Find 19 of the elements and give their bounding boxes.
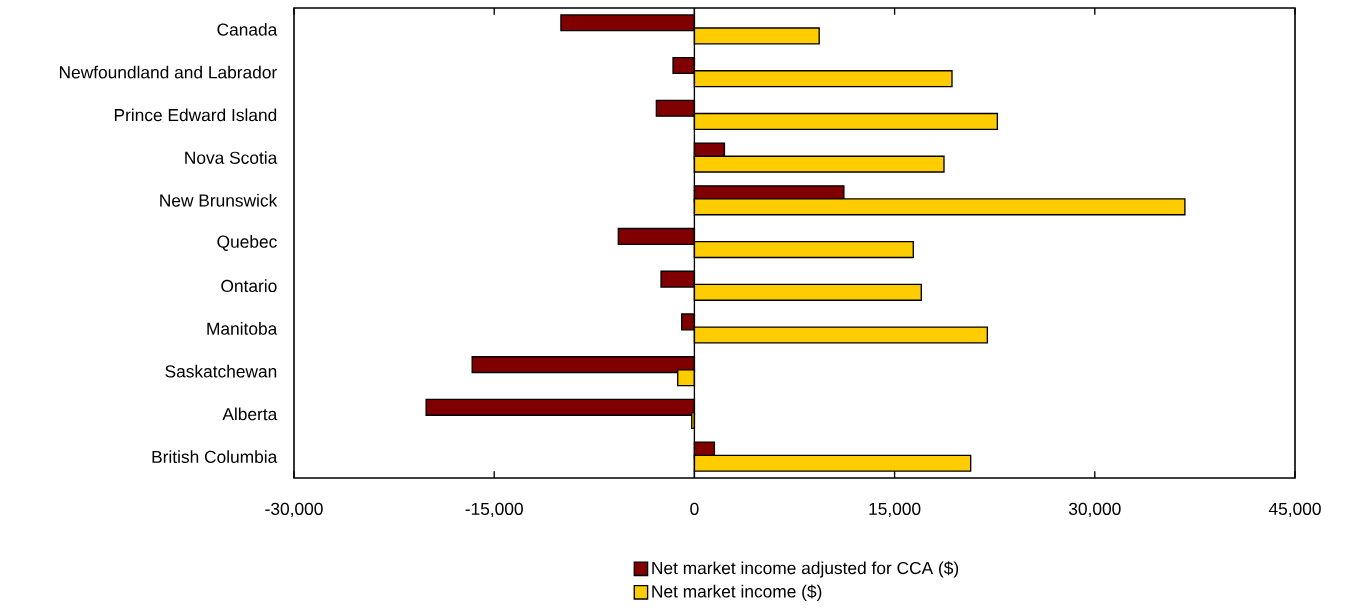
x-tick-label: 45,000 bbox=[1268, 502, 1321, 518]
y-tick-label: Nova Scotia bbox=[185, 151, 278, 164]
y-tick-label: Saskatchewan bbox=[165, 364, 277, 378]
y-tick-label: New Brunswick bbox=[160, 193, 278, 207]
legend-label: Net market income ($) bbox=[652, 584, 822, 602]
y-tick-label: Prince Edward Island bbox=[114, 108, 277, 122]
y-tick-label: Quebec bbox=[217, 235, 277, 251]
y-tick-label: British Columbia bbox=[152, 450, 278, 464]
y-tick-label: Alberta bbox=[222, 407, 278, 421]
x-tick-label: -15,000 bbox=[465, 502, 523, 518]
x-tick-label: 0 bbox=[690, 502, 699, 515]
y-tick-label: Ontario bbox=[221, 279, 277, 293]
legend-label: Net market income adjusted for CCA ($) bbox=[652, 561, 959, 578]
y-tick-label: Newfoundland and Labrador bbox=[59, 65, 277, 79]
x-tick-label: 15,000 bbox=[869, 502, 921, 518]
y-tick-label: Canada bbox=[217, 23, 278, 36]
y-tick-label: Manitoba bbox=[207, 322, 278, 335]
x-tick-label: 30,000 bbox=[1068, 502, 1121, 518]
x-tick-label: -30,000 bbox=[265, 502, 323, 518]
